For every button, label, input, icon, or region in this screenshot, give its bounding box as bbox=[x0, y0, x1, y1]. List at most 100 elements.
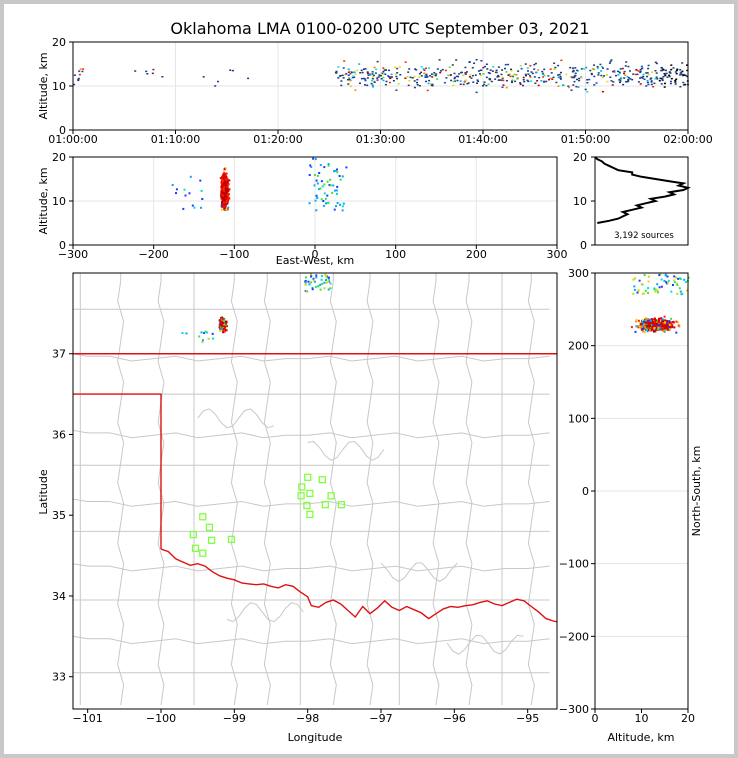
lightning-source bbox=[225, 172, 228, 175]
east-west-panel: −300 −200 −100 0 100 200 300 0 10 20 East-West, k… bbox=[37, 151, 568, 267]
lightning-source bbox=[501, 77, 504, 80]
lightning-source bbox=[656, 327, 658, 330]
lightning-source bbox=[81, 70, 84, 73]
lightning-source bbox=[79, 68, 82, 70]
lightning-source bbox=[644, 322, 647, 325]
lightning-source bbox=[223, 171, 226, 174]
lightning-source bbox=[509, 73, 511, 75]
longitude-tick-label: −97 bbox=[369, 712, 392, 725]
lightning-source bbox=[423, 72, 426, 75]
lightning-source bbox=[225, 329, 228, 332]
lightning-source bbox=[367, 74, 370, 76]
lightning-source bbox=[431, 76, 434, 78]
lightning-source bbox=[359, 82, 361, 84]
lightning-source bbox=[632, 278, 635, 281]
county-line bbox=[329, 273, 337, 706]
lightning-source bbox=[641, 67, 644, 70]
lightning-source bbox=[511, 80, 514, 82]
lightning-source bbox=[658, 80, 661, 82]
lightning-source bbox=[660, 317, 663, 320]
lightning-source bbox=[462, 74, 465, 77]
lightning-source bbox=[527, 80, 530, 83]
lightning-source bbox=[664, 321, 667, 324]
lightning-source bbox=[134, 70, 137, 72]
lightning-source bbox=[675, 282, 678, 285]
lightning-source bbox=[322, 200, 325, 202]
lightning-source bbox=[344, 73, 347, 76]
lightning-source bbox=[534, 62, 537, 65]
lightning-source bbox=[343, 60, 346, 62]
lightning-source bbox=[221, 191, 224, 194]
lightning-source bbox=[655, 76, 658, 78]
lightning-source bbox=[247, 77, 250, 80]
lightning-source bbox=[479, 69, 482, 72]
lightning-source bbox=[630, 326, 633, 329]
lightning-source bbox=[455, 59, 458, 61]
lightning-source bbox=[559, 78, 562, 80]
lightning-source bbox=[372, 75, 375, 78]
lightning-source bbox=[575, 85, 578, 88]
lightning-source bbox=[398, 66, 401, 68]
lightning-source bbox=[418, 76, 421, 78]
lightning-source bbox=[349, 73, 352, 75]
lightning-source bbox=[428, 79, 431, 82]
lightning-source bbox=[665, 321, 668, 324]
lightning-source bbox=[447, 74, 450, 77]
lightning-source bbox=[217, 80, 219, 83]
lightning-source bbox=[335, 70, 338, 73]
lightning-source bbox=[315, 276, 318, 279]
lightning-source bbox=[311, 288, 314, 291]
lightning-source bbox=[373, 81, 376, 83]
lightning-source bbox=[224, 192, 226, 195]
lightning-source bbox=[642, 73, 645, 76]
lightning-source bbox=[227, 183, 230, 186]
county-line bbox=[527, 273, 535, 706]
lightning-source bbox=[319, 187, 322, 190]
lightning-source bbox=[669, 72, 672, 74]
lightning-source bbox=[377, 76, 380, 78]
lightning-source bbox=[643, 292, 645, 295]
lightning-source bbox=[200, 189, 203, 192]
lightning-source bbox=[637, 81, 640, 83]
lightning-source bbox=[663, 327, 666, 330]
lightning-source bbox=[351, 76, 354, 79]
lightning-source bbox=[686, 64, 688, 66]
lightning-source bbox=[413, 75, 416, 78]
lightning-source bbox=[318, 188, 321, 191]
lightning-source bbox=[647, 280, 650, 283]
lightning-source bbox=[436, 68, 439, 70]
lightning-source bbox=[413, 80, 416, 82]
lightning-source bbox=[672, 284, 674, 286]
lightning-source bbox=[558, 73, 561, 76]
lightning-source bbox=[670, 317, 673, 320]
lightning-source bbox=[554, 66, 557, 69]
lightning-source bbox=[505, 80, 508, 82]
lightning-source bbox=[657, 328, 660, 331]
lightning-source bbox=[352, 75, 355, 77]
lightning-source bbox=[222, 188, 225, 191]
lightning-source bbox=[610, 59, 613, 61]
lightning-source bbox=[644, 289, 647, 292]
lightning-source bbox=[658, 323, 661, 326]
lightning-source bbox=[652, 86, 655, 88]
lightning-source bbox=[670, 64, 673, 66]
lightning-source bbox=[619, 68, 622, 70]
lightning-source bbox=[226, 202, 229, 205]
lma-station bbox=[207, 536, 216, 544]
lightning-source bbox=[336, 185, 339, 188]
lightning-source bbox=[663, 329, 666, 332]
lightning-source bbox=[651, 319, 654, 322]
lightning-source bbox=[659, 319, 662, 322]
lightning-source bbox=[485, 63, 488, 65]
latitude-tick-label: 35 bbox=[52, 509, 66, 522]
lightning-source bbox=[490, 80, 493, 83]
lightning-source bbox=[671, 326, 674, 329]
lightning-source bbox=[226, 181, 229, 184]
lightning-source bbox=[193, 206, 196, 209]
lightning-source bbox=[618, 79, 621, 81]
lightning-source bbox=[612, 81, 615, 83]
lightning-source bbox=[327, 288, 330, 291]
lightning-source bbox=[433, 74, 436, 76]
time-tick-label: 01:10:00 bbox=[151, 133, 200, 146]
lightning-source bbox=[501, 69, 504, 71]
